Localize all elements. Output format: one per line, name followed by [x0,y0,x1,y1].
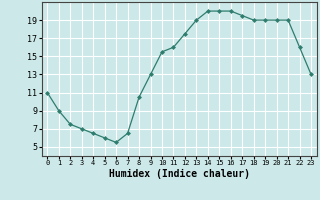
X-axis label: Humidex (Indice chaleur): Humidex (Indice chaleur) [109,169,250,179]
